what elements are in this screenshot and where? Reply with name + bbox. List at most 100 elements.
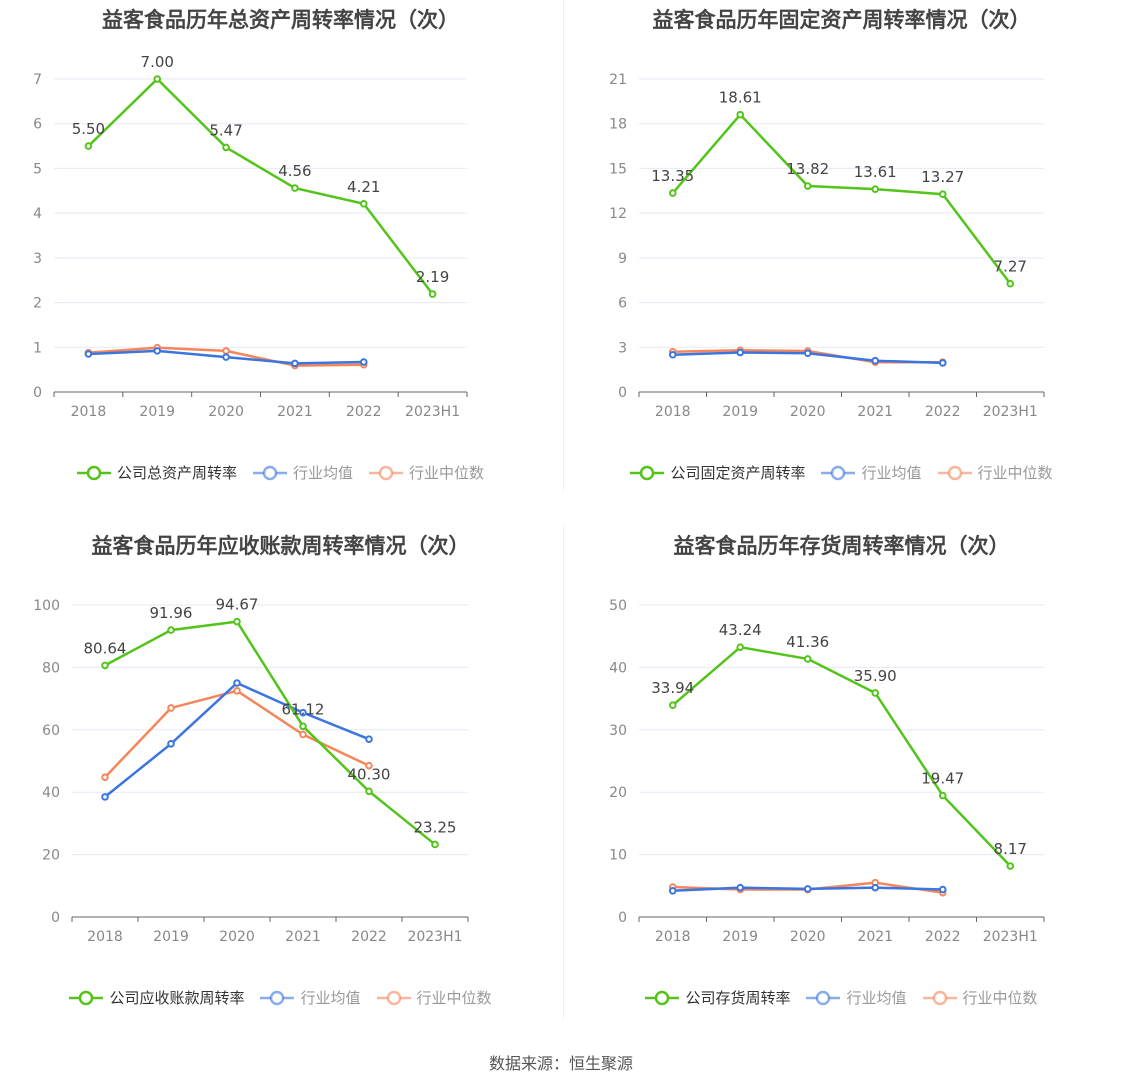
data-label: 43.24 (719, 621, 762, 639)
divider (563, 525, 564, 1020)
data-label: 18.61 (719, 89, 762, 107)
data-label: 13.27 (921, 168, 964, 186)
legend-item-median[interactable]: 行业中位数 (369, 462, 484, 483)
data-point-avg[interactable] (84, 350, 93, 358)
data-label: 23.25 (414, 818, 457, 836)
data-point-company[interactable] (803, 655, 812, 663)
data-point-avg[interactable] (938, 359, 947, 367)
data-label: 13.35 (651, 167, 694, 185)
x-tick-label: 2022 (351, 929, 387, 945)
y-tick-label: 20 (42, 848, 60, 864)
data-point-company[interactable] (299, 722, 307, 731)
x-tick-label: 2023H1 (407, 929, 462, 945)
legend-item-company[interactable]: 公司存货周转率 (645, 987, 790, 1008)
chart-1: 0 3 6 9 12 15 18 21 2018 2019 2020 2021 2022 2023H1 13… (609, 72, 1045, 420)
data-point-company[interactable] (222, 143, 230, 152)
data-point-company[interactable] (871, 689, 880, 697)
data-point-avg[interactable] (359, 358, 368, 366)
data-point-company[interactable] (1006, 279, 1015, 288)
x-tick-label: 2018 (71, 404, 107, 420)
data-point-company[interactable] (84, 142, 93, 150)
data-point-avg[interactable] (167, 740, 175, 748)
data-point-company[interactable] (431, 840, 439, 849)
data-point-company[interactable] (668, 701, 677, 710)
data-point-company[interactable] (101, 661, 109, 670)
data-point-avg[interactable] (299, 708, 307, 717)
legend-item-avg[interactable]: 行业均值 (252, 462, 353, 483)
data-point-avg[interactable] (668, 350, 677, 359)
legend-marker-icon (376, 990, 411, 1005)
data-point-avg[interactable] (222, 353, 230, 361)
data-point-company[interactable] (871, 185, 880, 193)
y-tick-label: 18 (609, 117, 627, 133)
legend-item-median[interactable]: 行业中位数 (937, 462, 1053, 483)
data-point-avg[interactable] (803, 349, 812, 358)
data-point-company[interactable] (291, 184, 299, 192)
x-tick-label: 2020 (208, 404, 244, 420)
legend-marker-icon (69, 990, 104, 1005)
data-point-median[interactable] (365, 761, 373, 770)
data-source: 数据来源：恒生聚源 (488, 1054, 633, 1073)
legend-label: 公司总资产周转率 (116, 464, 237, 482)
chart-3: 0 10 20 30 40 50 2018 2019 2020 2021 2022 2023H1 33.… (609, 598, 1045, 945)
chart-0: 0 1 2 3 4 5 6 7 2018 2019 2020 2021 2022 2023H1 5.50 7.… (33, 53, 468, 420)
data-point-company[interactable] (153, 75, 162, 83)
legend: 公司固定资产周转率 行业均值 行业中位数 (561, 462, 1122, 483)
data-point-avg[interactable] (871, 883, 880, 892)
legend-marker-icon (369, 465, 403, 480)
data-point-company[interactable] (1006, 862, 1015, 870)
legend: 公司总资产周转率 行业均值 行业中位数 (0, 462, 561, 483)
legend-marker-icon (922, 990, 957, 1005)
data-point-company[interactable] (359, 199, 368, 208)
data-point-company[interactable] (167, 626, 175, 634)
data-point-median[interactable] (222, 347, 230, 355)
data-label: 33.94 (651, 679, 694, 697)
legend-item-avg[interactable]: 行业均值 (806, 987, 907, 1008)
data-point-median[interactable] (299, 730, 307, 739)
data-point-median[interactable] (233, 687, 241, 695)
x-tick-label: 2023H1 (405, 404, 460, 420)
legend: 公司应收账款周转率 行业均值 行业中位数 (0, 987, 561, 1008)
legend-item-company[interactable]: 公司应收账款周转率 (69, 987, 244, 1008)
data-point-avg[interactable] (871, 356, 880, 365)
data-point-avg[interactable] (803, 885, 812, 893)
x-tick-label: 2019 (722, 404, 758, 420)
y-tick-label: 0 (51, 910, 60, 926)
data-point-company[interactable] (365, 787, 373, 796)
legend-item-median[interactable]: 行业中位数 (376, 987, 492, 1008)
legend-item-median[interactable]: 行业中位数 (922, 987, 1038, 1008)
y-tick-label: 0 (618, 385, 627, 401)
data-point-avg[interactable] (668, 886, 677, 895)
legend-item-avg[interactable]: 行业均值 (821, 462, 922, 483)
data-point-avg[interactable] (736, 883, 745, 892)
data-point-company[interactable] (233, 617, 241, 626)
data-point-company[interactable] (803, 182, 812, 190)
data-point-company[interactable] (668, 189, 677, 197)
data-point-avg[interactable] (365, 735, 373, 743)
data-label: 4.21 (347, 178, 380, 196)
data-point-company[interactable] (736, 110, 745, 119)
data-point-avg[interactable] (291, 359, 299, 368)
data-point-median[interactable] (101, 773, 109, 782)
data-point-avg[interactable] (736, 348, 745, 357)
data-point-avg[interactable] (153, 347, 162, 355)
data-point-company[interactable] (428, 290, 437, 298)
legend-item-company[interactable]: 公司总资产周转率 (76, 462, 237, 483)
data-label: 7.27 (994, 258, 1027, 276)
data-point-company[interactable] (736, 643, 745, 651)
y-tick-label: 4 (33, 206, 42, 222)
data-point-avg[interactable] (233, 679, 241, 687)
data-point-avg[interactable] (938, 885, 947, 894)
x-tick-label: 2023H1 (983, 929, 1038, 945)
data-point-median[interactable] (167, 704, 175, 712)
data-point-avg[interactable] (101, 793, 109, 801)
legend-marker-icon (645, 990, 680, 1005)
y-tick-label: 50 (609, 598, 627, 614)
data-point-company[interactable] (938, 190, 947, 199)
legend-item-avg[interactable]: 行业均值 (260, 987, 361, 1008)
data-point-company[interactable] (938, 791, 947, 800)
legend-item-company[interactable]: 公司固定资产周转率 (630, 462, 805, 483)
y-tick-label: 40 (609, 660, 627, 676)
